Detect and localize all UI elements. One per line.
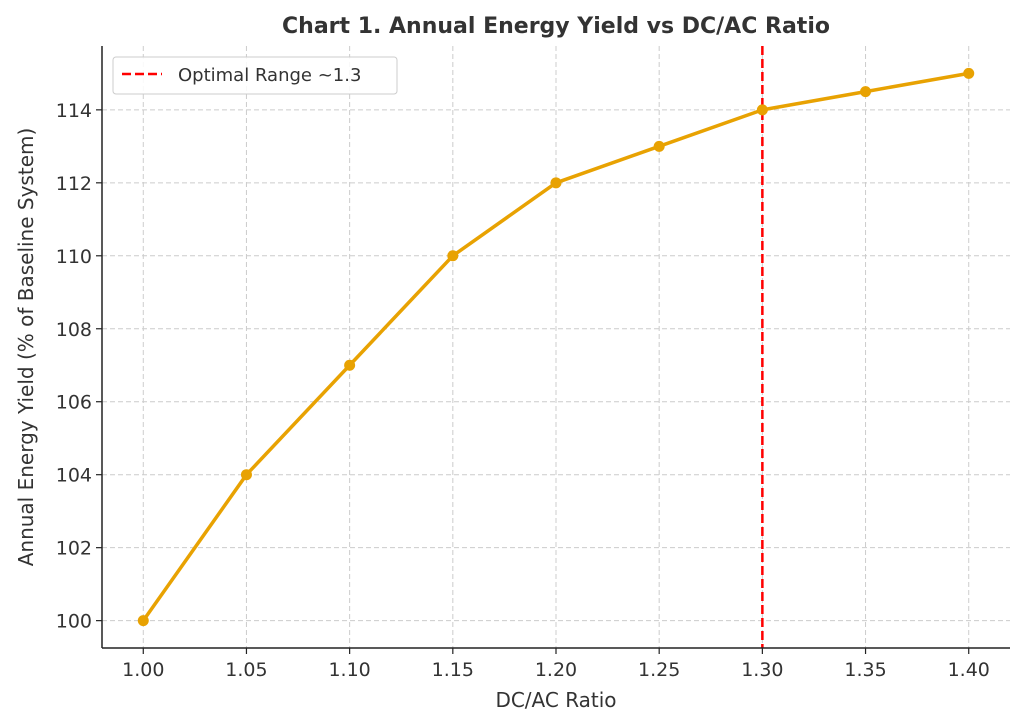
data-point: [240, 469, 252, 481]
y-tick-label: 100: [56, 611, 92, 633]
y-axis-label: Annual Energy Yield (% of Baseline Syste…: [14, 128, 38, 567]
y-tick-label: 114: [56, 100, 92, 122]
data-point: [653, 140, 665, 152]
legend-box: [112, 56, 398, 95]
y-tick-label: 104: [56, 465, 92, 487]
legend: Optimal Range ~1.3: [112, 56, 398, 95]
y-tick-label: 112: [56, 173, 92, 195]
legend-label: Optimal Range ~1.3: [178, 65, 361, 86]
chart-title: Chart 1. Annual Energy Yield vs DC/AC Ra…: [282, 14, 830, 39]
x-tick-label: 1.10: [328, 659, 370, 681]
data-point: [447, 250, 459, 262]
series-group: [137, 67, 975, 627]
x-tick-label: 1.15: [432, 659, 474, 681]
x-tick-label: 1.00: [122, 659, 164, 681]
data-point: [344, 359, 356, 371]
data-point: [860, 86, 872, 98]
y-tick-label: 110: [56, 246, 92, 268]
axes: 1.00 1.05 1.10 1.15 1.20 1.25 1.30 1.35 1.40 100 1…: [56, 46, 1010, 681]
x-tick-label: 1.35: [844, 659, 886, 681]
x-axis-label: DC/AC Ratio: [495, 688, 616, 712]
y-tick-label: 106: [56, 392, 92, 414]
grid: [102, 46, 1010, 648]
x-tick-label: 1.30: [741, 659, 783, 681]
data-point: [963, 67, 975, 79]
data-point: [756, 104, 768, 116]
x-tick-label: 1.25: [638, 659, 680, 681]
y-tick-label: 102: [56, 538, 92, 560]
y-tick-label: 108: [56, 319, 92, 341]
data-point: [550, 177, 562, 189]
data-point: [137, 615, 149, 627]
x-tick-label: 1.05: [225, 659, 267, 681]
x-tick-label: 1.20: [535, 659, 577, 681]
x-tick-label: 1.40: [948, 659, 990, 681]
